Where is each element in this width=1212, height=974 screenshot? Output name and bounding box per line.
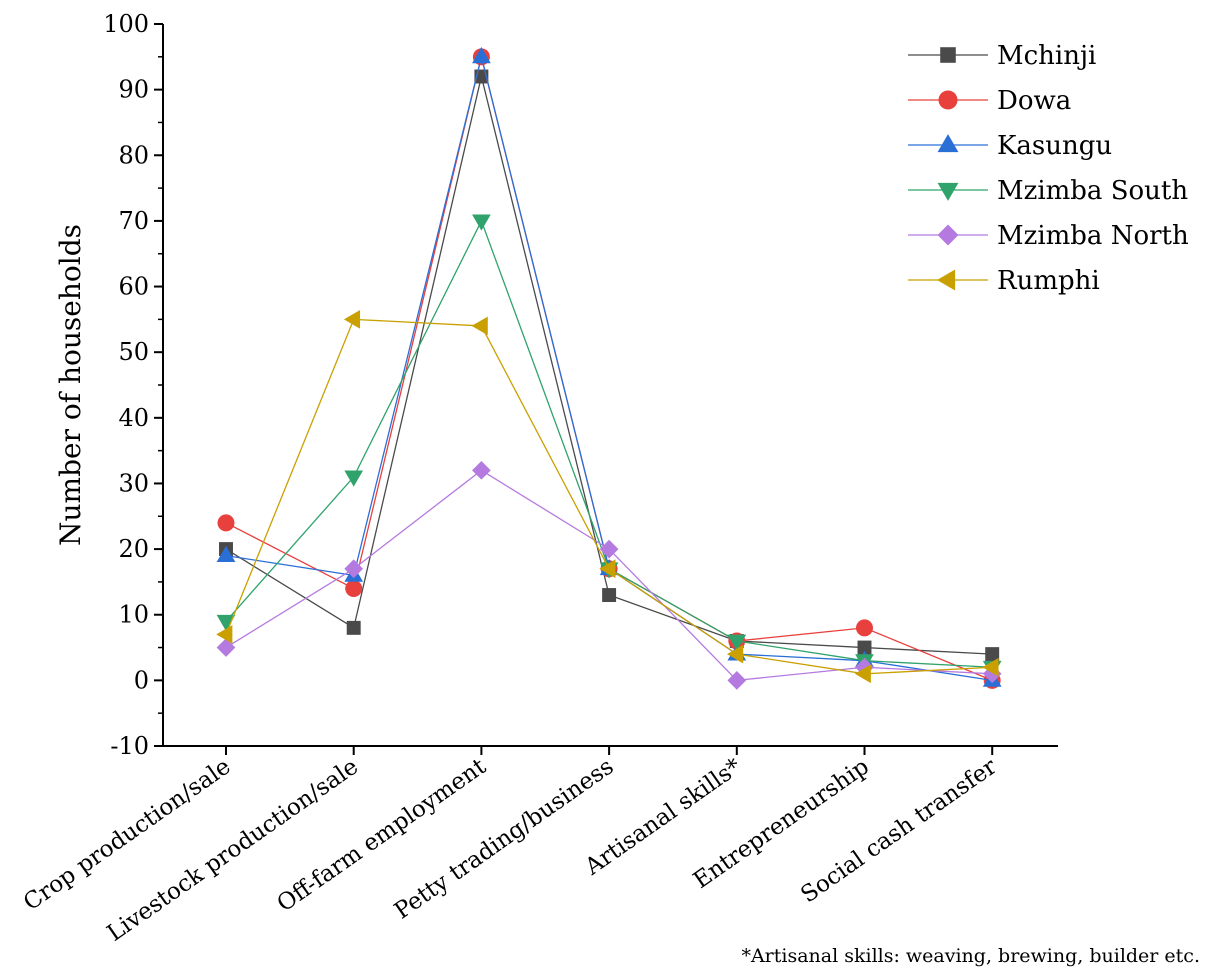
legend-item: Mchinji xyxy=(908,41,1096,71)
data-point xyxy=(727,671,747,690)
legend-marker xyxy=(938,90,958,110)
legend-item: Kasungu xyxy=(908,131,1112,161)
legend-item: Mzimba South xyxy=(908,176,1188,206)
legend-label: Mzimba North xyxy=(997,221,1189,251)
series-rumphi xyxy=(216,310,999,684)
data-point xyxy=(343,310,361,329)
data-point xyxy=(599,559,616,579)
data-point xyxy=(216,545,236,563)
legend-label: Kasungu xyxy=(997,131,1112,161)
data-point xyxy=(471,316,488,336)
y-tick-label: 50 xyxy=(118,338,149,366)
data-point xyxy=(472,460,491,480)
series-line xyxy=(225,56,993,682)
legend-marker xyxy=(937,134,959,153)
y-tick-label: 20 xyxy=(118,535,149,563)
x-tick-label: Off-farm employment xyxy=(273,753,492,917)
y-tick-label: 30 xyxy=(118,469,149,497)
data-point xyxy=(216,614,236,632)
y-tick-label: -10 xyxy=(110,732,149,760)
legend-item: Dowa xyxy=(908,86,1071,116)
y-tick-label: 0 xyxy=(134,666,149,694)
legend-item: Mzimba North xyxy=(908,221,1189,251)
data-point xyxy=(346,620,361,635)
series-mzimba-south xyxy=(216,214,1002,678)
x-tick-label: Crop production/sale xyxy=(19,754,235,916)
data-point xyxy=(982,657,999,677)
data-point xyxy=(727,644,744,664)
data-point xyxy=(854,664,871,684)
y-axis-label: Number of households xyxy=(54,224,87,546)
data-point xyxy=(602,588,617,603)
legend-label: Rumphi xyxy=(997,266,1100,296)
legend-item: Rumphi xyxy=(908,266,1100,296)
data-point xyxy=(599,539,619,559)
data-point xyxy=(857,640,872,655)
data-point xyxy=(727,634,747,651)
y-tick-label: 90 xyxy=(118,76,149,104)
legend: Mchinji Dowa Kasungu Mzimba South Mzimba Nor… xyxy=(908,41,1189,296)
legend-label: Mzimba South xyxy=(997,176,1188,206)
data-point xyxy=(216,625,233,644)
data-point xyxy=(217,514,235,532)
y-tick-label: 70 xyxy=(118,207,149,235)
legend-label: Dowa xyxy=(997,86,1071,116)
y-tick-label: 80 xyxy=(118,141,149,169)
data-point xyxy=(345,579,363,597)
legend-marker xyxy=(937,224,959,246)
data-point xyxy=(472,214,491,231)
data-point xyxy=(856,619,873,637)
axes: -10 0 10 20 30 40 50 60 70 80 90 100 Crop production… xyxy=(19,10,1058,947)
y-tick-label: 60 xyxy=(118,273,149,301)
y-tick-label: 40 xyxy=(118,404,149,432)
legend-label: Mchinji xyxy=(997,41,1096,71)
y-tick-label: 100 xyxy=(103,10,149,38)
x-tick-label: Petty trading/business xyxy=(390,754,619,925)
data-point xyxy=(216,638,236,657)
legend-marker xyxy=(937,269,956,291)
series-line xyxy=(225,56,993,681)
data-point xyxy=(985,647,1000,662)
legend-marker xyxy=(940,47,956,63)
x-tick-label: Livestock production/sale xyxy=(103,754,363,947)
data-point xyxy=(344,470,364,487)
data-point xyxy=(344,559,364,579)
series-layer xyxy=(216,47,1002,690)
legend-marker xyxy=(937,182,959,201)
footnote: *Artisanal skills: weaving, brewing, bui… xyxy=(741,945,1200,967)
data-point xyxy=(472,47,491,64)
y-tick-label: 10 xyxy=(118,601,149,629)
